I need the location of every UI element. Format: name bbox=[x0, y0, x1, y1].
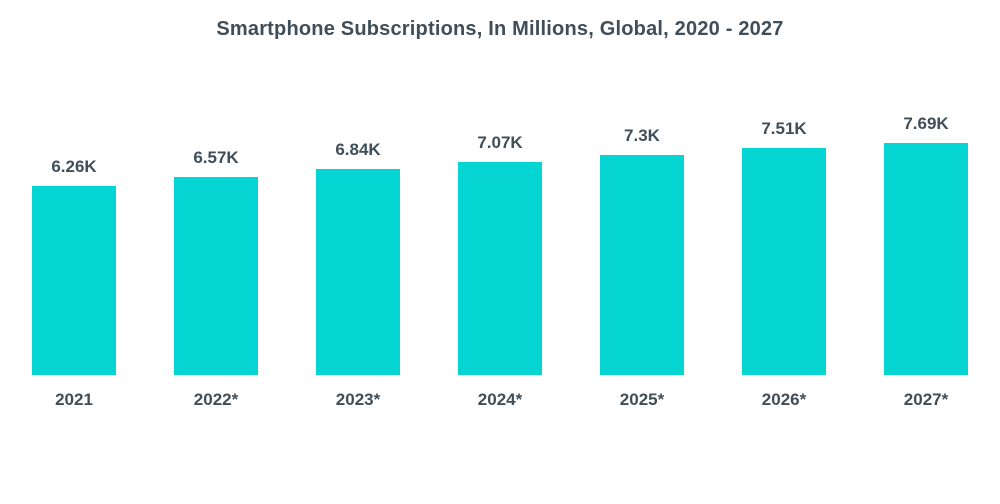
bar-group: 6.26K 2021 bbox=[32, 157, 116, 410]
bar-group: 7.07K 2024* bbox=[458, 133, 542, 410]
bar bbox=[600, 155, 684, 375]
x-axis-label: 2025* bbox=[619, 390, 665, 409]
bar-value-label: 6.84K bbox=[335, 140, 381, 159]
x-axis-label: 2023* bbox=[335, 390, 381, 409]
bar bbox=[316, 169, 400, 375]
bar-value-label: 6.26K bbox=[51, 157, 97, 176]
bar bbox=[458, 162, 542, 375]
bar-group: 6.57K 2022* bbox=[174, 148, 258, 410]
bar-value-label: 7.69K bbox=[903, 114, 949, 133]
x-axis-label: 2021 bbox=[55, 390, 93, 409]
x-axis-label: 2027* bbox=[903, 390, 949, 409]
bar bbox=[884, 143, 968, 375]
bar bbox=[32, 186, 116, 375]
x-axis-label: 2026* bbox=[761, 390, 807, 409]
bar bbox=[742, 148, 826, 375]
bar-value-label: 6.57K bbox=[193, 148, 239, 167]
x-axis-label: 2024* bbox=[477, 390, 523, 409]
bar-group: 7.69K 2027* bbox=[884, 114, 968, 410]
bar-group: 6.84K 2023* bbox=[316, 140, 400, 410]
bar-value-label: 7.07K bbox=[477, 133, 523, 152]
bar bbox=[174, 177, 258, 375]
chart-plot-area: 6.26K 2021 6.57K 2022* 6.84K 2023* 7.07K 2024* 7… bbox=[32, 114, 968, 410]
x-axis-label: 2022* bbox=[193, 390, 239, 409]
bar-group: 7.51K 2026* bbox=[742, 119, 826, 410]
chart-title: Smartphone Subscriptions, In Millions, G… bbox=[216, 18, 784, 40]
bar-value-label: 7.51K bbox=[761, 119, 807, 138]
bar-value-label: 7.3K bbox=[624, 126, 660, 145]
bar-group: 7.3K 2025* bbox=[600, 126, 684, 410]
